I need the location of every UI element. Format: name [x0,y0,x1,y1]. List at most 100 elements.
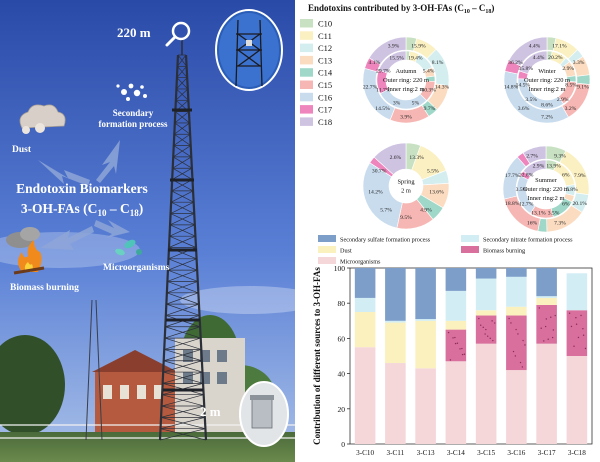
bar-pattern-dot [584,347,587,350]
bar-pattern-dot [551,336,554,339]
winter-outer-pct-label: 3.6% [518,106,530,112]
tower-top-inset [215,9,283,91]
x-tick-label: 3-C15 [477,449,495,457]
small-tower [85,299,103,441]
bar-pattern-dot [461,347,463,350]
bar-pattern-dot [484,333,486,335]
bar-segment-secondary-sulfate-formation-process [536,268,557,297]
biomass-label: Biomass burning [10,283,79,293]
bar-pattern-dot [478,317,480,320]
bar-pattern-dot [547,338,549,340]
winter-outer-ring-segment [508,36,548,67]
bar-legend-swatch [318,235,336,242]
winter-outer-pct-label: 14.8% [504,84,519,90]
autumn-outer-pct-label: 4.1% [369,60,381,66]
summer-center-label: Inner ring:2 m [528,195,565,202]
bar-segment-dust [536,297,557,305]
summer-outer-pct-label: 17.7% [505,173,520,179]
y-tick-label: 60 [338,334,346,343]
winter-inner-pct-label: 4.4% [533,55,545,61]
summer-inner-pct-label: 22.8% [519,173,534,179]
bar-pattern-dot [550,316,552,318]
bar-pattern-dot [577,336,580,339]
bar-pattern-dot [447,331,450,334]
bar-pattern-dot [480,324,482,326]
bar-pattern-dot [582,328,584,330]
summer-outer-pct-label: 2.7% [526,153,538,159]
spring-pct-label: 4.9% [420,208,432,214]
autumn-outer-pct-label: 22.7% [363,84,378,90]
secondary-label-line1: Secondary [113,108,154,118]
legend-label-c16: C16 [318,92,332,102]
stacked-bar-chart: Secondary sulfate formation process Secon… [312,235,593,457]
x-tick-label: 3-C17 [538,449,556,457]
height-label-2m: 2 m [200,404,221,419]
bar-pattern-dot [463,353,466,355]
biomass-burning-icon [6,227,45,275]
bar-legend-label: Microorganisms [340,259,381,266]
winter-outer-pct-label: 7.2% [541,115,553,121]
bar-segment-dust [354,312,376,348]
dust-icon [19,104,66,134]
bar-segment-secondary-sulfate-formation-process [506,268,527,277]
autumn-inner-pct-label: 19.4% [408,55,423,61]
winter-outer-pct-label: 4.4% [529,44,541,50]
y-tick-label: 0 [341,440,345,449]
spring-ring-segment [373,142,407,176]
bar-pattern-dot [580,314,582,317]
ground [0,432,295,462]
bar-segment-microorganisms [385,363,406,444]
winter-center-label: Inner ring:2 m [529,86,566,93]
legend-swatch-c15 [300,80,313,89]
bar-pattern-dot [543,340,545,342]
bar-segment-microorganisms [566,356,588,444]
microorganisms-label: Microorganisms [103,263,170,273]
bar-pattern-dot [461,353,464,356]
microorganisms-icon [115,239,142,256]
summer-inner-pct-label: 12.7% [519,201,534,207]
summer-inner-pct-label: 3.5% [516,187,528,193]
bar-segment-biomass-burning [506,315,527,371]
bar-axes: 0 20 40 60 80 100 3-C10 3-C11 3-C13 3-C14 3-C15 3-C… [334,264,593,457]
bar-pattern-dot [568,312,571,314]
spring-pct-label: 13.3% [409,155,424,161]
summer-outer-pct-label: 9.3% [554,153,566,159]
summer-outer-pct-label: 7.9% [574,173,586,179]
legend-label-c13: C13 [318,55,332,65]
legend-swatch-c12 [300,43,313,53]
x-tick-label: 3-C11 [387,449,405,457]
source-arrows [38,140,130,250]
summer-inner-pct-label: 3.5% [548,210,560,216]
legend-label-c17: C17 [318,105,332,115]
legend-label-c11: C11 [318,31,332,41]
donut-panel-title: Endotoxins contributed by 3-OH-FAs (C10 … [308,3,494,15]
spring-pct-label: 13.6% [429,189,444,195]
bar-segment-secondary-sulfate-formation-process [415,268,436,320]
bar-pattern-dot [489,337,491,340]
legend-swatch-c16 [300,92,313,102]
y-tick-label: 20 [338,405,346,414]
bar-pattern-dot [544,325,547,328]
bar-segment-secondary-sulfate-formation-process [445,268,467,291]
bar-segment-biomass-burning [445,329,467,362]
bar-pattern-dot [521,366,524,368]
bar-plot-frame [349,267,593,445]
summer-outer-pct-label: 16% [527,221,538,227]
bar-segment-secondary-nitrate-formation-process [475,278,497,311]
bar-segment-microorganisms [445,361,467,444]
y-tick-label: 40 [338,370,346,379]
winter-inner-pct-label: 2.9% [562,66,574,72]
bar-segment-dust [385,322,406,364]
bar-segment-biomass-burning [536,304,557,344]
height-label-220m: 220 m [117,25,151,40]
autumn-outer-pct-label: 9.7% [424,106,436,112]
bar-pattern-dot [454,336,456,339]
autumn-outer-pct-label: 3.9% [388,44,400,50]
bar-pattern-dot [582,334,585,336]
summer-outer-pct-label: 7.3% [554,221,566,227]
bar-pattern-dot [494,322,496,324]
summer-outer-ring-segment [522,145,547,165]
bar-segment-dust [415,320,436,369]
x-tick-label: 3-C18 [568,449,586,457]
legend-label-c14: C14 [318,68,333,78]
